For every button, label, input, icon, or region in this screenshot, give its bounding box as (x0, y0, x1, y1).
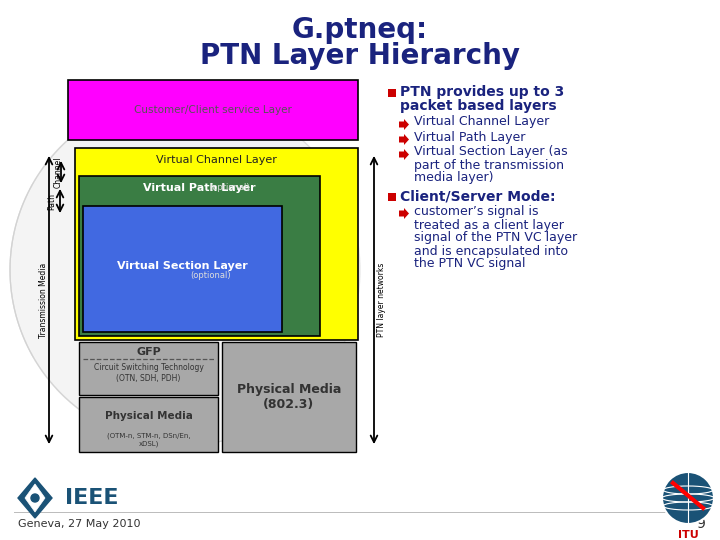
Bar (388, 193, 396, 201)
Text: IEEE: IEEE (65, 488, 119, 508)
Text: and is encapsulated into: and is encapsulated into (414, 245, 568, 258)
Text: Client/Server Mode:: Client/Server Mode: (400, 189, 556, 203)
Polygon shape (399, 149, 409, 160)
Text: Physical Media: Physical Media (104, 411, 192, 421)
Text: PTN Layer Hierarchy: PTN Layer Hierarchy (200, 42, 520, 70)
Text: Customer/Client service Layer: Customer/Client service Layer (134, 105, 292, 115)
Text: Geneva, 27 May 2010: Geneva, 27 May 2010 (18, 519, 140, 529)
Polygon shape (25, 484, 45, 512)
Text: GFP: GFP (136, 347, 161, 357)
Text: G.ptneq:: G.ptneq: (292, 16, 428, 44)
Text: Transmission Media: Transmission Media (38, 262, 48, 338)
Text: customer’s signal is: customer’s signal is (414, 206, 539, 219)
Circle shape (10, 95, 360, 445)
Text: Channel: Channel (53, 156, 63, 188)
Text: Path: Path (48, 192, 56, 210)
Bar (75, 148, 358, 340)
Text: Virtual Path Layer: Virtual Path Layer (143, 183, 256, 193)
Polygon shape (399, 119, 409, 130)
Bar (388, 89, 396, 97)
Polygon shape (399, 134, 409, 145)
Text: xDSL): xDSL) (138, 441, 158, 447)
Text: signal of the PTN VC layer: signal of the PTN VC layer (414, 232, 577, 245)
Text: Virtual Channel Layer: Virtual Channel Layer (414, 116, 549, 129)
Text: Virtual Section Layer: Virtual Section Layer (117, 261, 248, 271)
Text: Physical Media
(802.3): Physical Media (802.3) (237, 383, 341, 411)
Text: Circuit Switching Technology: Circuit Switching Technology (94, 363, 204, 373)
Polygon shape (18, 478, 52, 518)
Text: Virtual Channel Layer: Virtual Channel Layer (156, 155, 277, 165)
Text: (optional): (optional) (210, 184, 250, 192)
Text: Virtual Section Layer (as: Virtual Section Layer (as (414, 145, 567, 159)
Bar (68, 80, 358, 140)
Text: Virtual Path Layer: Virtual Path Layer (414, 131, 526, 144)
Circle shape (31, 494, 39, 502)
Text: the PTN VC signal: the PTN VC signal (414, 258, 526, 271)
Polygon shape (399, 208, 409, 219)
Bar (79, 397, 218, 452)
Text: ITU: ITU (678, 530, 698, 540)
Text: (OTN, SDH, PDH): (OTN, SDH, PDH) (117, 374, 181, 382)
Text: (OTM-n, STM-n, DSn/En,: (OTM-n, STM-n, DSn/En, (107, 432, 190, 438)
Text: part of the transmission: part of the transmission (414, 159, 564, 172)
Text: (optional): (optional) (190, 271, 231, 280)
Bar (79, 176, 320, 336)
Text: treated as a client layer: treated as a client layer (414, 219, 564, 232)
Text: PTN layer networks: PTN layer networks (377, 263, 385, 337)
Bar (83, 206, 282, 332)
Text: 9: 9 (696, 517, 705, 531)
Bar (222, 342, 356, 452)
Bar (79, 342, 218, 395)
Text: packet based layers: packet based layers (400, 99, 557, 113)
Circle shape (662, 472, 714, 524)
Text: media layer): media layer) (414, 172, 493, 185)
Text: PTN provides up to 3: PTN provides up to 3 (400, 85, 564, 99)
